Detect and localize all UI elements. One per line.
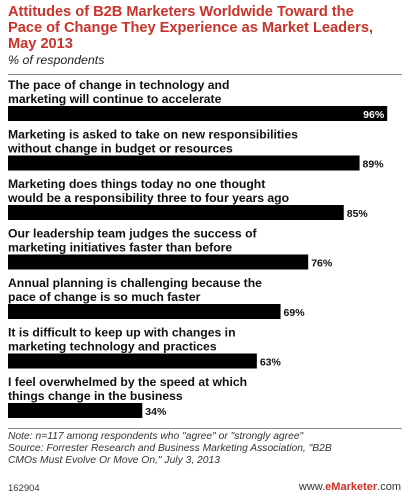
chart-notes: Note: n=117 among respondents who "agree… — [8, 431, 404, 467]
category-label: would be a responsibility three to four … — [7, 191, 289, 205]
divider — [8, 428, 402, 429]
bar-chart: The pace of change in technology andmark… — [7, 78, 388, 418]
category-label: Marketing is asked to take on new respon… — [8, 128, 298, 142]
bar-group: It is difficult to keep up with changes … — [8, 326, 282, 369]
title-line: May 2013 — [8, 36, 73, 52]
category-label: I feel overwhelmed by the speed at which — [8, 375, 247, 389]
value-label: 89% — [363, 159, 385, 171]
note-line: Note: n=117 among respondents who "agree… — [8, 431, 304, 442]
category-label: without change in budget or resources — [7, 142, 233, 156]
bar — [8, 254, 309, 270]
bar-group: Marketing is asked to take on new respon… — [7, 128, 384, 171]
category-label: It is difficult to keep up with changes … — [8, 326, 236, 340]
bar-group: Our leadership team judges the success o… — [8, 227, 333, 270]
category-label: Marketing does things today no one thoug… — [8, 177, 265, 191]
category-label: Annual planning is challenging because t… — [8, 276, 262, 290]
bar — [8, 106, 388, 121]
category-label: pace of change is so much faster — [8, 290, 201, 304]
category-label: marketing technology and practices — [8, 340, 217, 354]
title-line: Pace of Change They Experience as Market… — [8, 20, 374, 36]
bar-group: I feel overwhelmed by the speed at which… — [8, 375, 247, 418]
bar-group: Annual planning is challenging because t… — [8, 276, 305, 319]
value-label: 63% — [260, 357, 282, 369]
category-label: The pace of change in technology and — [8, 78, 229, 92]
value-label: 96% — [363, 109, 385, 121]
brand-suffix: .com — [377, 481, 401, 493]
bar — [8, 205, 344, 220]
chart-id: 162904 — [8, 483, 40, 494]
value-label: 76% — [311, 258, 333, 270]
value-label: 85% — [347, 208, 369, 220]
value-label: 34% — [145, 406, 167, 418]
source-line: Source: Forrester Research and Business … — [8, 443, 332, 454]
bar — [8, 304, 281, 319]
bar — [8, 403, 143, 418]
category-label: things change in the business — [8, 389, 183, 403]
brand-name: eMarketer — [325, 481, 378, 493]
bar-group: Marketing does things today no one thoug… — [7, 177, 368, 220]
brand-link[interactable]: www.eMarketer.com — [299, 481, 401, 493]
category-label: marketing will continue to accelerate — [8, 92, 222, 106]
bar — [8, 353, 257, 369]
source-line: CMOs Must Evolve Or Move On," July 3, 20… — [8, 455, 220, 466]
chart-title: Attitudes of B2B Marketers Worldwide Tow… — [8, 4, 403, 52]
chart-subtitle: % of respondents — [8, 53, 105, 67]
title-line: Attitudes of B2B Marketers Worldwide Tow… — [8, 4, 354, 20]
divider — [8, 74, 402, 75]
bar — [8, 155, 360, 171]
value-label: 69% — [284, 307, 306, 319]
bar-group: The pace of change in technology andmark… — [8, 78, 388, 121]
category-label: marketing initiatives faster than before — [8, 241, 232, 255]
brand-prefix: www. — [298, 481, 326, 493]
category-label: Our leadership team judges the success o… — [8, 227, 258, 241]
